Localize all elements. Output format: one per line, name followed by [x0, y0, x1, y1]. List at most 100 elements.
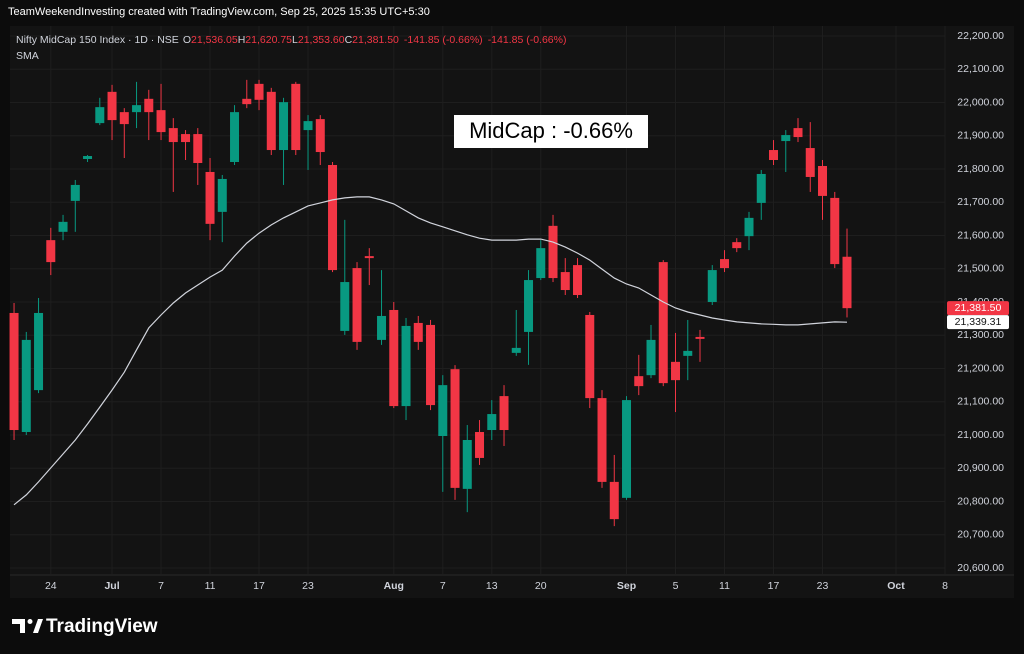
candle — [793, 118, 803, 143]
y-tick-label: 21,800.00 — [957, 163, 1004, 175]
x-tick-label: Jul — [104, 580, 119, 592]
candle — [389, 301, 399, 409]
last-price-label: 21,381.50 — [955, 302, 1002, 314]
candle — [805, 122, 815, 192]
annotation: MidCap : -0.66% — [469, 118, 633, 143]
candle — [732, 238, 742, 253]
candle-body — [315, 119, 325, 153]
candle-body — [573, 265, 583, 296]
candle-body — [634, 376, 644, 387]
x-tick-label: Sep — [617, 580, 636, 592]
y-tick-label: 22,200.00 — [957, 30, 1004, 42]
candle — [426, 319, 436, 411]
candle-body — [303, 121, 313, 131]
candle — [132, 81, 142, 129]
candle-body — [254, 83, 264, 100]
legend-change: -141.85 (-0.66%) — [404, 34, 483, 46]
y-tick-label: 21,900.00 — [957, 130, 1004, 142]
candle — [830, 191, 840, 269]
candle — [695, 329, 705, 362]
x-tick-label: 5 — [673, 580, 679, 592]
candle-body — [830, 197, 840, 265]
candle — [340, 219, 350, 335]
candle — [585, 311, 595, 409]
candle — [511, 309, 521, 356]
candle — [756, 169, 766, 220]
candle-body — [193, 134, 203, 164]
candle-body — [536, 248, 546, 279]
watermark-logo — [12, 619, 43, 633]
candle-body — [230, 112, 240, 163]
candle — [536, 240, 546, 281]
candle — [769, 140, 779, 165]
candle-body — [805, 148, 815, 177]
x-tick-label: 20 — [535, 580, 547, 592]
x-tick-label: 13 — [486, 580, 498, 592]
sma-value-box — [947, 315, 1009, 330]
candle — [364, 248, 374, 286]
candle-body — [732, 242, 742, 249]
candle-body — [181, 134, 191, 143]
candle-body — [58, 221, 68, 232]
candle — [266, 87, 276, 156]
candle-body — [622, 400, 632, 498]
candle — [413, 315, 423, 350]
candle-body — [756, 173, 766, 203]
candle-body — [364, 256, 374, 259]
x-tick-label: 23 — [302, 580, 314, 592]
y-tick-label: 21,700.00 — [957, 196, 1004, 208]
legend-value: 21,381.50 — [352, 34, 399, 46]
candle — [352, 262, 362, 350]
candle — [548, 214, 558, 283]
candle-body — [842, 256, 852, 309]
candle-body — [658, 262, 668, 384]
candle — [462, 425, 472, 513]
candle-body — [499, 396, 509, 431]
sma-value-label: 21,339.31 — [955, 316, 1002, 328]
candle-body — [769, 150, 779, 161]
candle — [9, 302, 19, 440]
candle-body — [475, 432, 485, 458]
candle — [230, 105, 240, 165]
candle — [181, 130, 191, 161]
candle — [622, 396, 632, 500]
candle-body — [205, 171, 215, 224]
candle — [475, 420, 485, 465]
y-tick-label: 21,000.00 — [957, 429, 1004, 441]
candle-body — [487, 414, 497, 431]
candle-body — [585, 314, 595, 399]
candle-body — [266, 91, 276, 151]
candle — [242, 79, 252, 109]
candle-body — [352, 268, 362, 342]
x-tick-label: 17 — [253, 580, 265, 592]
candle — [107, 84, 117, 141]
candle — [818, 160, 828, 220]
candle-body — [818, 165, 828, 196]
candle-body — [793, 128, 803, 138]
candle-body — [132, 105, 142, 113]
candle — [156, 83, 166, 141]
candle — [487, 400, 497, 440]
x-tick-label: Aug — [384, 580, 404, 592]
candle — [842, 228, 852, 318]
candle — [217, 174, 227, 243]
candle — [303, 115, 313, 170]
y-tick-label: 21,100.00 — [957, 396, 1004, 408]
candle-body — [34, 312, 44, 391]
y-tick-label: 22,000.00 — [957, 96, 1004, 108]
watermark: TradingView — [46, 616, 158, 637]
header: TeamWeekendInvesting created with Tradin… — [8, 6, 430, 18]
candle — [573, 258, 583, 299]
candle-body — [340, 282, 350, 331]
candle-body — [401, 325, 411, 407]
candle — [70, 179, 80, 232]
candle-body — [95, 107, 105, 124]
candle-body — [217, 178, 227, 212]
x-tick-label: 24 — [45, 580, 57, 592]
candle — [58, 214, 68, 241]
candle-body — [548, 225, 558, 279]
candle — [450, 365, 460, 500]
y-tick-label: 21,500.00 — [957, 263, 1004, 275]
candle-body — [70, 184, 80, 201]
